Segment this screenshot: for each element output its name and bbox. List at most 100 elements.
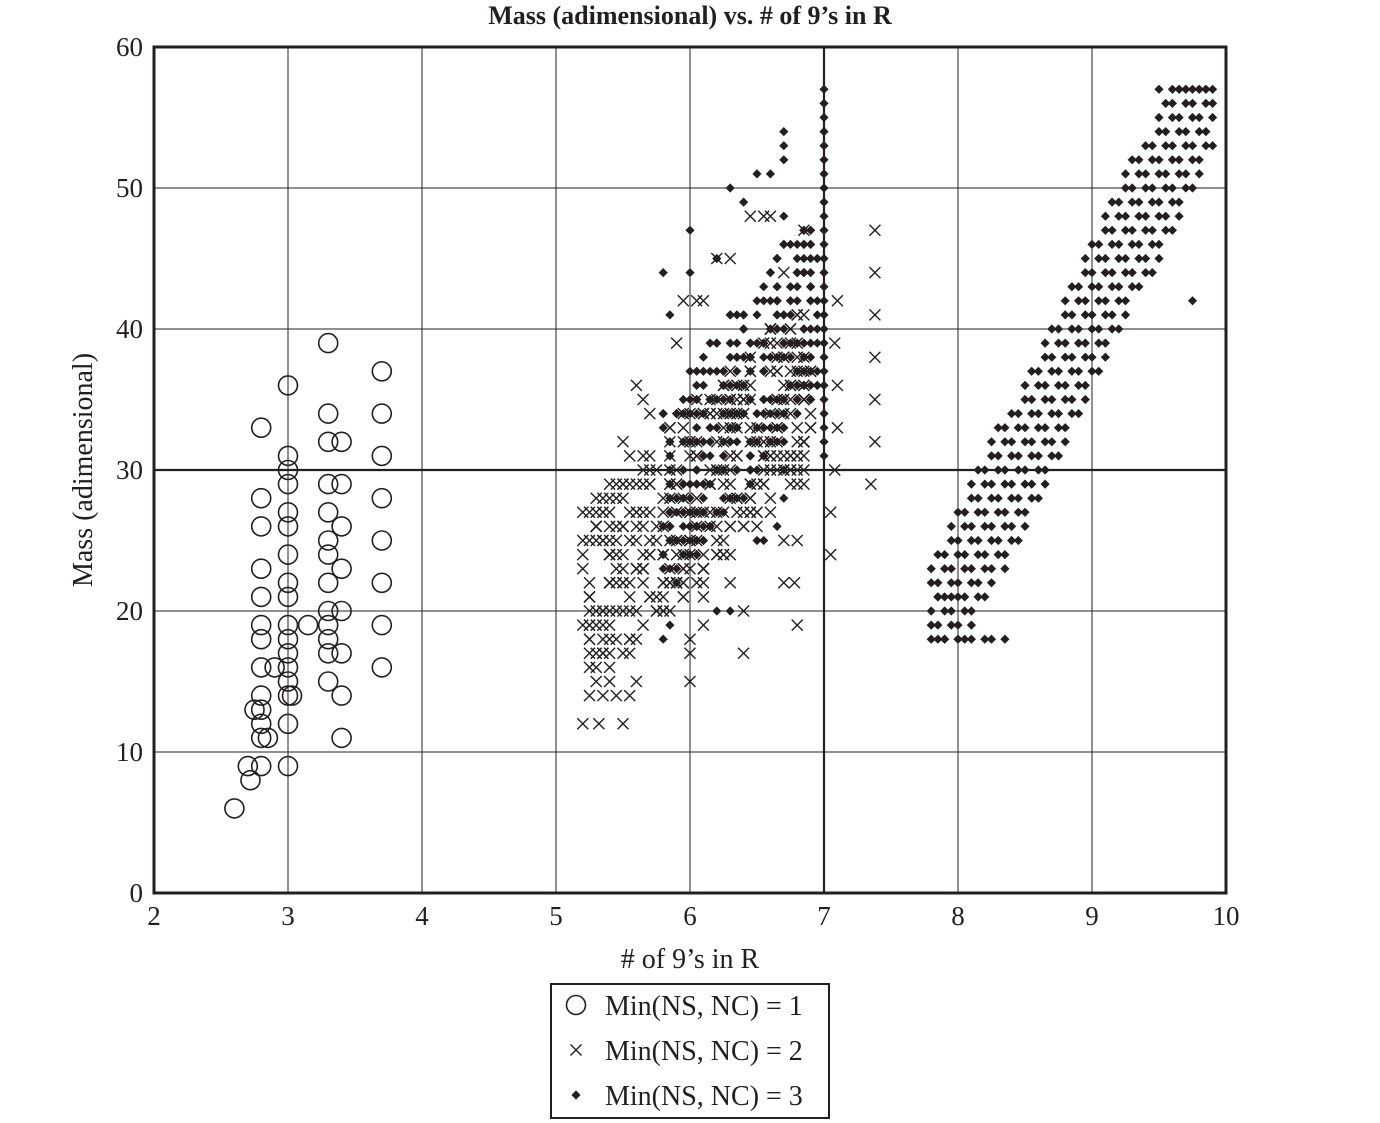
data-point-series-2	[670, 337, 683, 350]
data-point-series-3	[792, 366, 802, 376]
data-point-series-3	[1013, 535, 1023, 546]
data-point-series-3	[1161, 169, 1171, 179]
data-point-series-3	[819, 155, 829, 165]
data-point-series-1	[371, 360, 393, 382]
y-tick-label: 60	[116, 32, 143, 62]
data-point-series-2	[617, 576, 629, 589]
data-point-series-3	[665, 620, 675, 630]
data-point-series-3	[712, 465, 722, 475]
legend-label-series-3: Min(NS, NC) = 3	[605, 1081, 803, 1112]
data-point-series-3	[759, 338, 769, 348]
data-point-series-3	[1033, 493, 1043, 503]
data-point-series-3	[940, 592, 950, 602]
data-point-series-2	[670, 548, 683, 561]
data-point-series-3	[799, 225, 809, 235]
data-point-series-3	[1167, 155, 1177, 165]
data-point-series-1	[244, 699, 265, 721]
data-point-series-3	[725, 380, 735, 390]
data-point-series-2	[677, 421, 690, 434]
data-point-series-3	[1120, 310, 1131, 320]
data-point-series-3	[1100, 352, 1110, 362]
data-point-series-2	[797, 435, 810, 448]
data-point-series-3	[1007, 437, 1017, 447]
data-point-series-3	[819, 394, 829, 405]
data-point-series-3	[1100, 296, 1110, 306]
legend-marker-series-1	[565, 994, 587, 1016]
data-point-series-3	[1074, 409, 1084, 419]
data-point-series-3	[806, 282, 816, 292]
data-point-series-3	[658, 550, 668, 560]
data-point-series-3	[739, 409, 749, 419]
data-point-series-3	[1194, 112, 1204, 123]
data-point-series-3	[1120, 225, 1131, 235]
data-point-series-3	[698, 479, 708, 489]
data-point-series-3	[692, 479, 702, 489]
data-point-series-3	[1067, 324, 1077, 334]
data-point-series-3	[980, 465, 990, 475]
data-point-series-3	[1067, 409, 1077, 419]
data-point-series-2	[637, 393, 650, 406]
data-point-series-3	[1047, 451, 1057, 461]
data-point-series-3	[1107, 225, 1117, 235]
data-point-series-3	[725, 338, 735, 348]
data-point-series-3	[1047, 366, 1057, 376]
data-point-series-2	[684, 675, 696, 688]
data-point-series-3	[1013, 409, 1023, 419]
data-point-series-3	[772, 352, 782, 362]
data-point-series-3	[966, 535, 976, 546]
data-point-series-3	[685, 225, 695, 235]
data-point-series-2	[643, 534, 656, 547]
data-point-series-3	[678, 465, 688, 475]
data-point-series-3	[685, 268, 695, 278]
data-point-series-3	[960, 634, 970, 644]
data-point-series-3	[986, 437, 997, 447]
data-point-series-2	[868, 224, 881, 237]
data-point-series-3	[732, 352, 742, 362]
data-point-series-3	[1060, 310, 1070, 320]
data-point-series-3	[759, 352, 769, 362]
data-point-series-2	[751, 520, 763, 533]
data-point-series-3	[1033, 366, 1043, 376]
data-point-series-2	[724, 252, 737, 265]
data-point-series-3	[792, 282, 802, 292]
data-point-series-3	[785, 338, 796, 348]
data-point-series-2	[744, 421, 757, 434]
data-point-series-3	[1141, 225, 1151, 235]
data-point-series-3	[1120, 211, 1131, 221]
data-point-series-3	[1147, 268, 1157, 278]
data-point-series-2	[797, 464, 810, 476]
data-point-series-3	[819, 423, 829, 433]
data-point-series-3	[806, 225, 816, 235]
data-point-series-3	[806, 239, 816, 249]
data-point-series-1	[250, 487, 272, 509]
data-point-series-3	[986, 535, 997, 546]
series-3-points	[658, 84, 1218, 644]
data-point-series-3	[1134, 253, 1144, 264]
data-point-series-3	[752, 409, 762, 419]
data-point-series-3	[1000, 465, 1010, 475]
data-point-series-3	[665, 310, 675, 320]
data-point-series-2	[868, 435, 881, 448]
data-point-series-2	[623, 506, 636, 519]
data-point-series-3	[1134, 169, 1144, 179]
data-point-series-3	[1181, 141, 1191, 151]
data-point-series-3	[1040, 479, 1050, 489]
data-point-series-3	[819, 197, 829, 207]
data-point-series-3	[1000, 507, 1010, 517]
data-point-series-3	[799, 338, 809, 348]
data-point-series-2	[791, 449, 804, 462]
data-point-series-3	[739, 324, 749, 334]
data-point-series-3	[1074, 338, 1084, 348]
data-point-series-2	[717, 534, 730, 547]
data-point-series-2	[784, 365, 797, 378]
data-point-series-2	[791, 421, 804, 434]
data-point-series-3	[1020, 423, 1030, 433]
data-point-series-1	[317, 501, 339, 523]
data-point-series-3	[1040, 394, 1050, 405]
data-point-series-3	[658, 423, 668, 433]
data-point-series-3	[946, 521, 956, 531]
data-point-series-3	[973, 578, 983, 588]
data-point-series-1	[250, 755, 272, 777]
data-point-series-3	[745, 465, 755, 475]
data-point-series-2	[724, 520, 737, 533]
